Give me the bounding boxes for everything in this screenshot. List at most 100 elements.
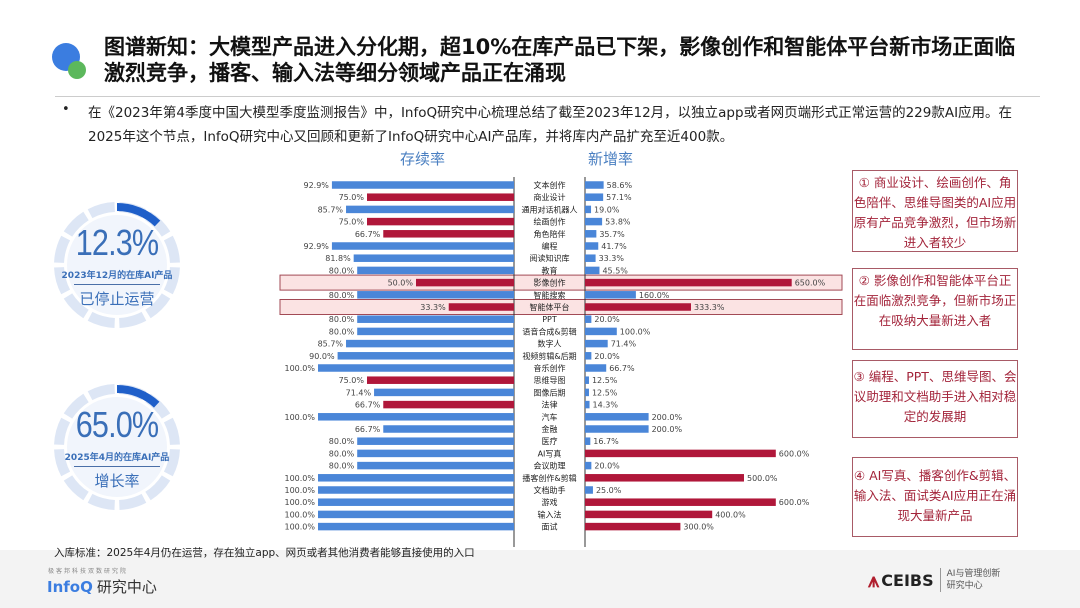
ceibs-logo: ⩚ CEIBS AI与管理创新 研究中心 [868, 568, 1000, 592]
left-bar [367, 217, 514, 226]
right-value-label: 20.0% [594, 352, 620, 361]
right-value-label: 100.0% [620, 327, 651, 336]
gauge-segment [54, 448, 71, 477]
gauge-segment [163, 266, 180, 295]
gauge-ring-icon [54, 384, 180, 510]
left-bar [383, 400, 514, 409]
category-label: 智能搜索 [534, 290, 566, 300]
right-bar [585, 510, 713, 519]
right-bar [585, 413, 649, 421]
gauge-segment [87, 384, 116, 401]
right-bar [585, 364, 607, 372]
right-value-label: 650.0% [795, 279, 826, 288]
right-bar [585, 315, 592, 323]
left-bar [357, 327, 514, 336]
right-bar [585, 181, 604, 189]
left-bar [357, 449, 514, 458]
gauge-segment [87, 311, 116, 328]
left-value-label: 85.7% [318, 205, 344, 214]
left-bar [331, 242, 514, 250]
intro-text: 在《2023年第4季度中国大模型季度监测报告》中，InfoQ研究中心梳理总结了截… [88, 105, 1013, 145]
right-bar [585, 388, 589, 397]
category-label: 法律 [542, 400, 558, 410]
right-value-label: 41.7% [601, 242, 627, 251]
left-value-label: 100.0% [284, 364, 315, 373]
category-label: 数字人 [538, 339, 562, 349]
left-bar [318, 486, 514, 494]
left-bar [346, 339, 514, 348]
category-label: 播客创作&剪辑 [522, 473, 576, 483]
category-label: PPT [542, 315, 557, 324]
category-label: 影像创作 [534, 278, 566, 288]
left-bar [357, 437, 514, 445]
right-value-label: 57.1% [606, 193, 632, 202]
left-value-label: 80.0% [329, 315, 355, 324]
left-bar [337, 352, 514, 360]
left-value-label: 66.7% [355, 401, 381, 410]
right-bar [585, 266, 600, 275]
right-value-label: 12.5% [592, 376, 618, 385]
right-bar [585, 339, 608, 348]
gauge-face [67, 215, 167, 315]
infoq-tagline: 极客邦科技双数研究院 [48, 568, 129, 575]
gauge-segment [118, 493, 147, 510]
category-label: 思维导图 [534, 375, 566, 385]
gauge-fill-arc [116, 385, 160, 408]
category-label: 阅读知识库 [530, 253, 570, 263]
left-value-label: 50.0% [388, 279, 414, 288]
right-bar [585, 522, 681, 531]
left-bar [353, 254, 514, 262]
gauge-segment [54, 417, 71, 446]
right-bar [585, 205, 592, 214]
right-bar [585, 425, 649, 433]
right-bar [585, 230, 597, 238]
right-bar [585, 193, 604, 201]
gauge-value: 12.3% [75, 222, 159, 263]
butterfly-bar-chart: 92.9% 58.6% 文本创作 75.0% 57.1% 商业设计 85.7% 19.0% 通用… [279, 177, 843, 547]
gauge-segment [87, 493, 116, 510]
category-label: AI写真 [538, 448, 562, 458]
gauge-segment [87, 202, 116, 219]
gauge-segment [145, 475, 171, 501]
note-2: ② 影像创作和智能体平台正在面临激烈竞争，但新市场正在吸纳大量新进入者 [852, 268, 1018, 350]
left-bar [318, 413, 514, 421]
category-label: 游戏 [542, 497, 558, 507]
left-value-label: 66.7% [355, 425, 381, 434]
right-value-label: 14.3% [593, 401, 619, 410]
divider [55, 96, 1040, 97]
left-bar [357, 266, 514, 275]
right-value-label: 53.8% [605, 218, 631, 227]
left-value-label: 100.0% [284, 486, 315, 495]
gauge-ring-icon [54, 202, 180, 328]
right-value-label: 58.6% [607, 181, 633, 190]
left-bar [367, 376, 514, 384]
gauge-segment [63, 293, 89, 319]
right-bar [585, 278, 792, 287]
category-label: 视频剪辑&后期 [522, 351, 576, 361]
infoq-brand: InfoQ [47, 578, 93, 596]
left-value-label: 80.0% [329, 327, 355, 336]
category-label: 教育 [542, 265, 558, 275]
gauge-segment [54, 235, 71, 264]
right-value-label: 45.5% [602, 266, 628, 275]
category-label: 音乐创作 [534, 363, 566, 373]
category-label: 智能体平台 [530, 302, 570, 312]
right-value-label: 71.4% [611, 340, 637, 349]
right-value-label: 160.0% [639, 291, 670, 300]
left-value-label: 100.0% [284, 523, 315, 532]
category-label: 会议助理 [534, 461, 566, 471]
left-bar [318, 522, 514, 531]
left-bar [318, 498, 514, 506]
left-bar [374, 388, 514, 397]
left-value-label: 81.8% [325, 254, 351, 263]
page-title: 图谱新知：大模型产品进入分化期，超10%在库产品已下架，影像创作和智能体平台新市… [104, 35, 1016, 85]
right-bar [585, 217, 603, 226]
left-value-label: 80.0% [329, 266, 355, 275]
infoq-cn: 研究中心 [96, 578, 157, 596]
gauge-segment [63, 393, 89, 419]
note-1: ① 商业设计、绘画创作、角色陪伴、思维导图类的AI应用原有产品竞争激烈，但市场新… [852, 170, 1018, 252]
category-label: 语音合成&剪辑 [522, 326, 576, 336]
right-bar [585, 303, 691, 311]
left-value-label: 75.0% [339, 193, 365, 202]
gauge-segment [163, 448, 180, 477]
